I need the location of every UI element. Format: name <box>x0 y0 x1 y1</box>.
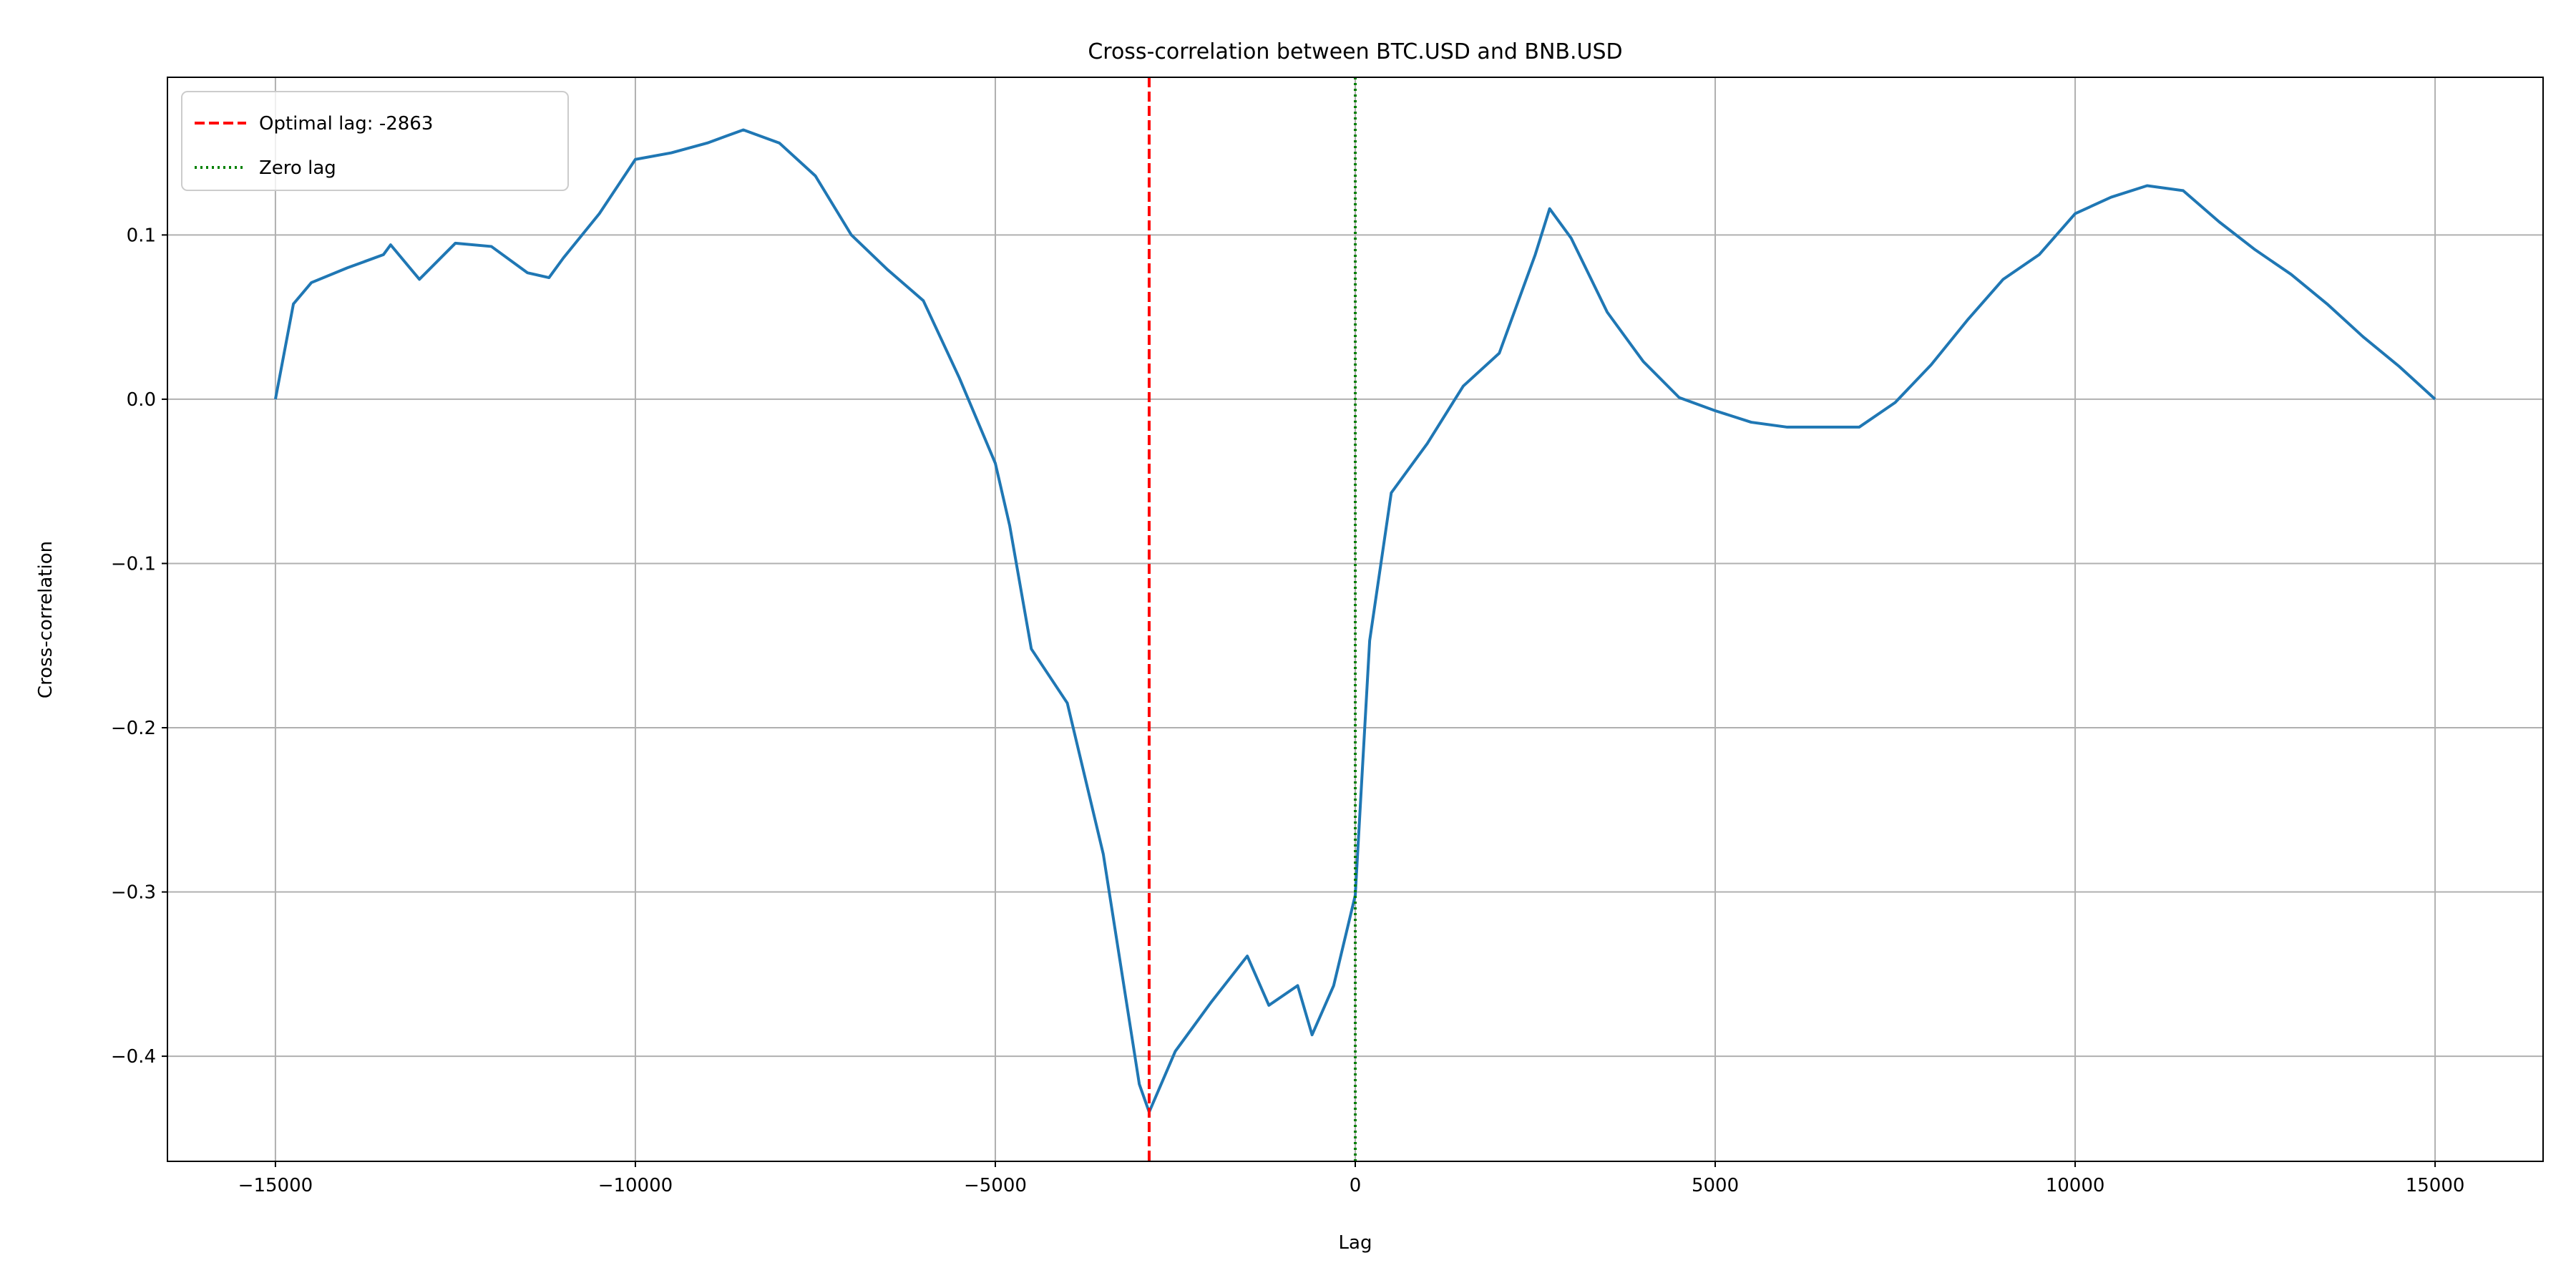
legend-box <box>181 91 569 191</box>
y-tick-label: −0.4 <box>111 1046 156 1068</box>
plot-frame <box>167 77 2544 1162</box>
y-tick-label: 0.1 <box>127 225 156 246</box>
x-tick-label: 15000 <box>2406 1175 2465 1196</box>
y-axis-label: Cross-correlation <box>35 541 57 698</box>
chart-title: Cross-correlation between BTC.USD and BN… <box>1088 39 1622 64</box>
x-tick-label: 0 <box>1350 1175 1362 1196</box>
legend-label: Optimal lag: -2863 <box>259 113 433 135</box>
line <box>273 128 2436 1114</box>
x-tick-label: −15000 <box>238 1175 313 1196</box>
x-tick-label: −10000 <box>598 1175 673 1196</box>
x-tick-label: 5000 <box>1692 1175 1739 1196</box>
x-axis-label: Lag <box>1339 1232 1372 1254</box>
legend: Optimal lag: -2863 Zero lag <box>181 91 569 191</box>
y-tick-label: −0.3 <box>111 882 156 904</box>
legend-label: Zero lag <box>259 157 336 179</box>
y-tick-label: −0.2 <box>111 718 156 739</box>
x-tick-label: 10000 <box>2046 1175 2105 1196</box>
y-tick-label: −0.1 <box>111 553 156 575</box>
y-tick-label: 0.0 <box>127 389 156 411</box>
x-tick-label: −5000 <box>964 1175 1027 1196</box>
